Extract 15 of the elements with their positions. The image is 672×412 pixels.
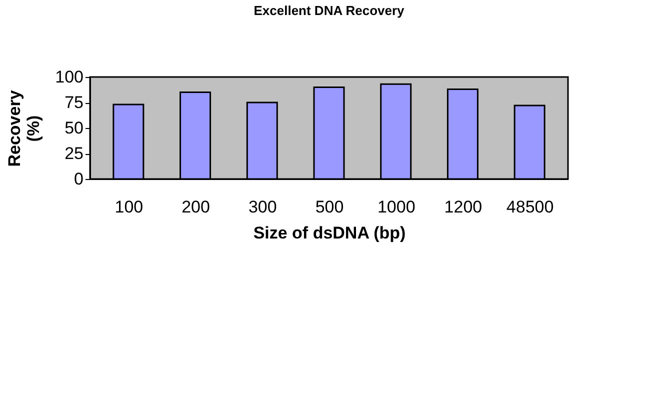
- x-axis-title: Size of dsDNA (bp): [253, 224, 406, 242]
- chart-title: Excellent DNA Recovery: [254, 3, 406, 18]
- y-tick-label: 25: [64, 144, 84, 163]
- y-tick-label: 100: [55, 68, 84, 86]
- y-tick-label: 75: [64, 93, 84, 112]
- x-tick-label: 500: [315, 198, 344, 216]
- y-tick-label: 50: [64, 118, 84, 138]
- x-tick-label: 200: [182, 198, 210, 216]
- y-axis-title: Recovery (%): [5, 90, 44, 167]
- x-tick-label: 100: [114, 198, 144, 216]
- x-tick-label: 1000: [377, 198, 416, 216]
- x-tick-label: 48500: [506, 198, 554, 216]
- x-tick-label: 1200: [444, 198, 482, 216]
- y-tick-label: 0: [74, 170, 84, 188]
- x-tick-label: 300: [248, 198, 277, 216]
